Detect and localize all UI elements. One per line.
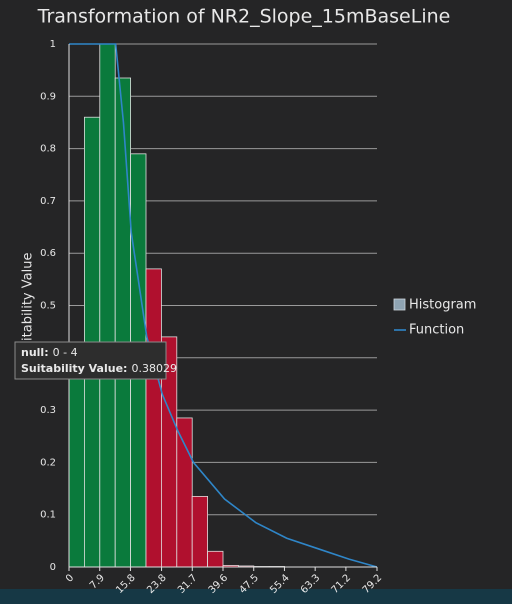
status-bar (0, 589, 512, 604)
tooltip: null: 0 - 4 Suitability Value: 0.38029 (14, 341, 177, 380)
chart-title: Transformation of NR2_Slope_15mBaseLine (37, 6, 451, 28)
histogram-bar (207, 550, 224, 568)
y-tick-label: 0.7 (40, 196, 56, 207)
histogram-bar (191, 495, 208, 568)
legend-label: Function (409, 323, 464, 338)
tooltip-key: null: (21, 346, 49, 359)
histogram-bar (99, 43, 116, 568)
y-axis-label: Suitability Value (21, 253, 36, 358)
y-tick-label: 0.9 (40, 91, 56, 102)
y-tick-label: 0.5 (40, 301, 56, 312)
tooltip-key: Suitability Value: (21, 362, 127, 375)
tooltip-box (14, 341, 167, 380)
tooltip-value: 0 - 4 (53, 346, 78, 359)
histogram-bar (145, 268, 162, 568)
y-tick-label: 0.3 (40, 405, 56, 416)
y-tick-label: 0.6 (40, 248, 56, 259)
y-tick-label: 1 (50, 39, 56, 50)
tooltip-line: Suitability Value: 0.38029 (21, 362, 177, 375)
function-line (69, 43, 378, 568)
y-tick-label: 0.1 (40, 510, 56, 521)
legend-label: Histogram (409, 298, 476, 313)
y-tick-label: 0.8 (40, 144, 56, 155)
y-tick-label: 0 (50, 562, 56, 573)
tooltip-value: 0.38029 (131, 362, 177, 375)
histogram-bar (68, 357, 85, 568)
histogram-bar (176, 417, 193, 568)
y-tick-label: 0.2 (40, 457, 56, 468)
tooltip-line: null: 0 - 4 (21, 346, 78, 359)
histogram-bar (114, 77, 131, 568)
legend-swatch (393, 298, 406, 311)
